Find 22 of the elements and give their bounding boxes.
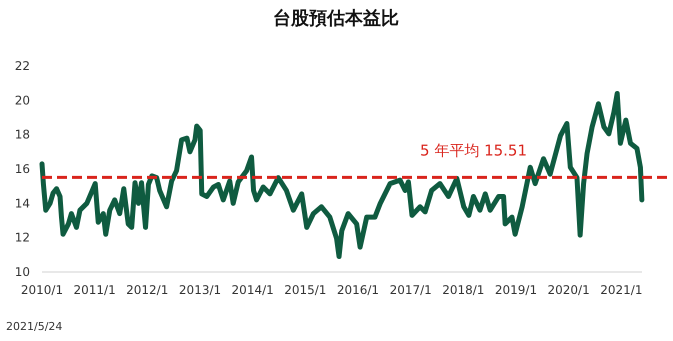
y-tick-label: 14 <box>14 196 30 210</box>
x-tick-label: 2011/1 <box>74 283 116 297</box>
y-tick-label: 10 <box>14 265 30 279</box>
x-tick-label: 2017/1 <box>390 283 432 297</box>
x-tick-label: 2018/1 <box>442 283 484 297</box>
x-tick-label: 2014/1 <box>232 283 274 297</box>
y-tick-label: 12 <box>14 230 30 245</box>
ref-line-label: 5 年平均 15.51 <box>420 141 528 160</box>
x-tick-label: 2019/1 <box>494 283 538 297</box>
y-tick-label: 16 <box>14 162 30 176</box>
y-tick-label: 22 <box>14 59 30 73</box>
y-tick-label: 20 <box>14 93 30 108</box>
y-tick-label: 18 <box>14 128 30 142</box>
x-tick-label: 2021/1 <box>600 283 642 297</box>
x-tick-label: 2020/1 <box>547 283 590 297</box>
text: 2021/5/24 <box>6 320 62 333</box>
x-tick-label: 2010/1 <box>20 283 64 297</box>
chart-title: 台股預估本益比 <box>273 8 399 29</box>
x-tick-label: 2013/1 <box>178 283 222 297</box>
x-tick-label: 2015/1 <box>284 283 326 297</box>
x-tick-label: 2012/1 <box>126 283 168 297</box>
x-tick-label: 2016/1 <box>336 283 380 297</box>
